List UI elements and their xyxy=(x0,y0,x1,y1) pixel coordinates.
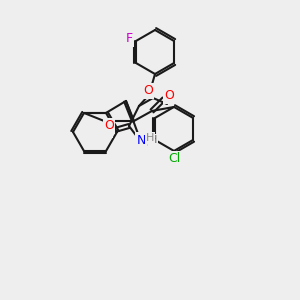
Text: N: N xyxy=(136,134,146,146)
Text: Cl: Cl xyxy=(168,152,180,165)
Text: N: N xyxy=(138,136,148,149)
Text: F: F xyxy=(125,32,133,46)
Text: O: O xyxy=(143,85,153,98)
Text: H: H xyxy=(149,135,157,145)
Text: H: H xyxy=(146,133,154,143)
Text: O: O xyxy=(104,119,114,132)
Text: O: O xyxy=(164,89,174,102)
Text: O: O xyxy=(102,124,112,136)
